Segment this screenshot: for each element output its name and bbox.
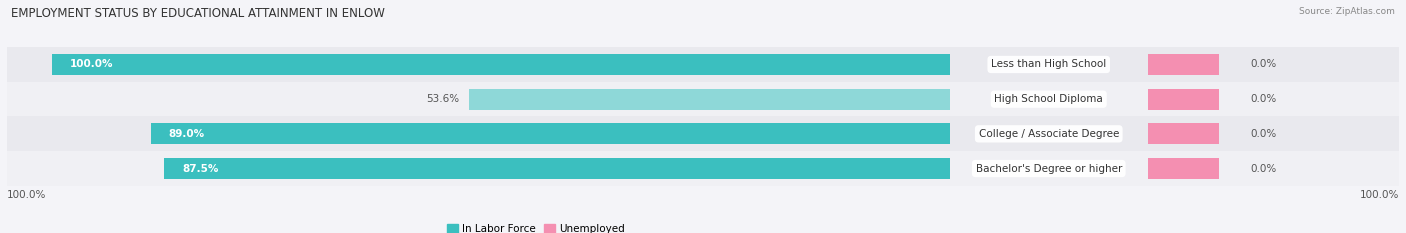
Text: 0.0%: 0.0% [1251,164,1277,174]
Bar [1147,123,1219,144]
Text: 0.0%: 0.0% [1251,94,1277,104]
Text: 100.0%: 100.0% [70,59,114,69]
Bar [7,116,1399,151]
Text: High School Diploma: High School Diploma [994,94,1104,104]
Bar [7,82,1399,116]
Text: 0.0%: 0.0% [1251,59,1277,69]
Bar [1147,89,1219,110]
Text: 0.0%: 0.0% [1251,129,1277,139]
Text: Bachelor's Degree or higher: Bachelor's Degree or higher [976,164,1122,174]
Text: EMPLOYMENT STATUS BY EDUCATIONAL ATTAINMENT IN ENLOW: EMPLOYMENT STATUS BY EDUCATIONAL ATTAINM… [11,7,385,20]
Text: 53.6%: 53.6% [426,94,460,104]
Bar [1147,54,1219,75]
Bar [1147,158,1219,179]
Text: 100.0%: 100.0% [1360,190,1399,200]
Bar [468,89,950,110]
Text: Less than High School: Less than High School [991,59,1107,69]
Bar [7,47,1399,82]
Text: 100.0%: 100.0% [7,190,46,200]
Bar [52,54,950,75]
Bar [165,158,950,179]
Bar [7,151,1399,186]
Bar [150,123,950,144]
Text: Source: ZipAtlas.com: Source: ZipAtlas.com [1299,7,1395,16]
Legend: In Labor Force, Unemployed: In Labor Force, Unemployed [443,220,628,233]
Text: 87.5%: 87.5% [183,164,218,174]
Text: College / Associate Degree: College / Associate Degree [979,129,1119,139]
Text: 89.0%: 89.0% [169,129,205,139]
